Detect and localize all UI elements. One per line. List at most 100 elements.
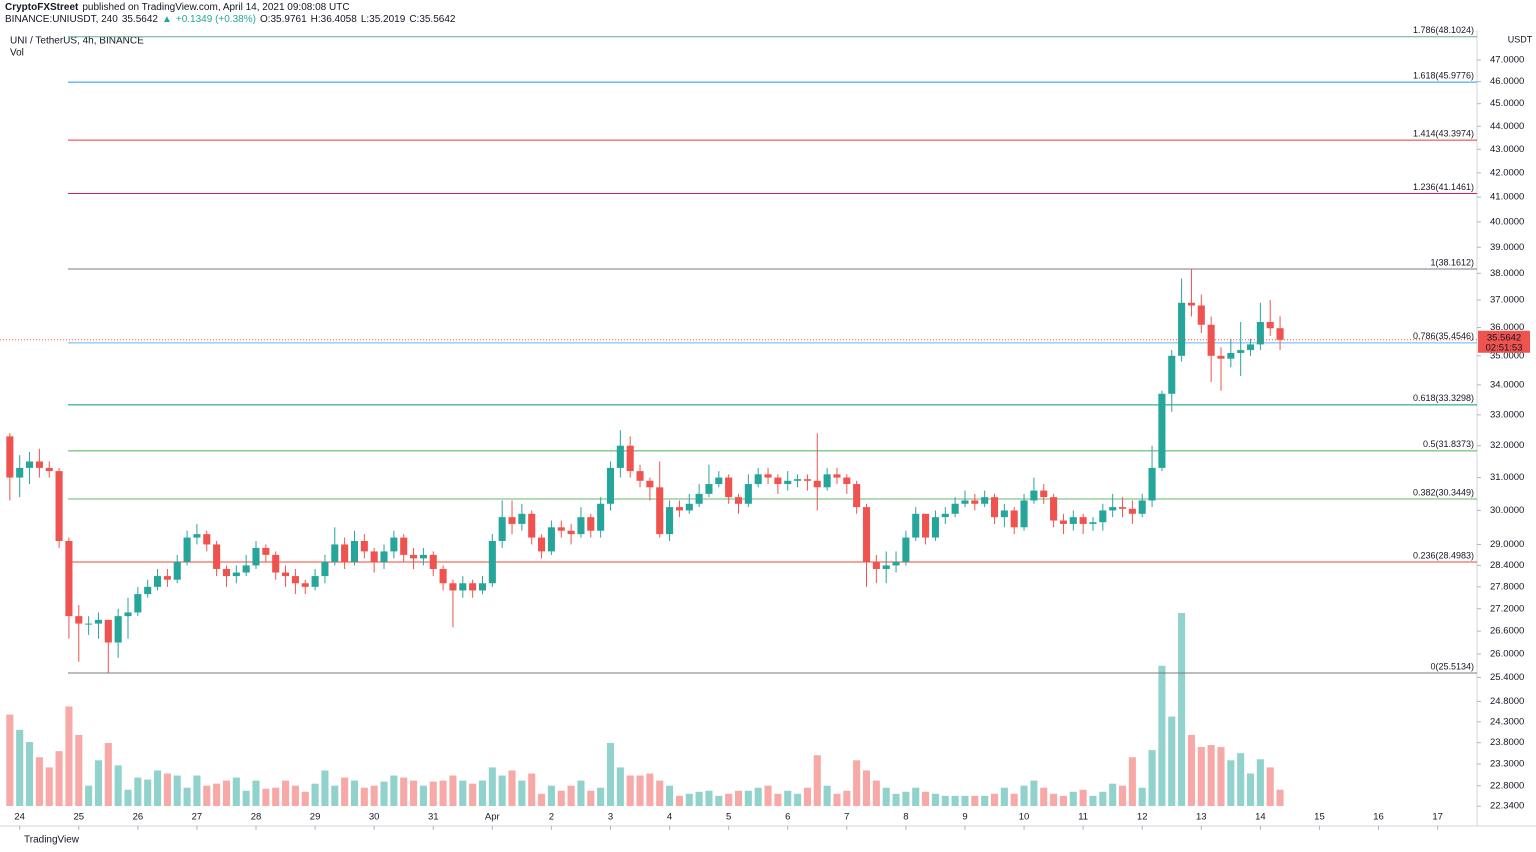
y-tick-label: 40.0000 [1490,216,1524,227]
candle-body [971,500,979,504]
volume-bar [1118,785,1127,806]
y-unit: USDT [1508,34,1533,44]
candle-body [449,583,457,591]
y-tick-label: 38.0000 [1490,268,1524,279]
volume-bar [862,770,871,806]
volume-bar [1246,773,1255,806]
volume-bar [764,785,772,806]
candle-body [990,497,999,518]
countdown: 02:51:53 [1486,342,1523,353]
y-tick-label: 36.0000 [1490,322,1524,333]
candle-body [1207,324,1215,356]
volume-bar [311,783,319,806]
change: +0.1349 (+0.38%) [175,14,256,25]
candle-body [646,480,654,488]
high: H:36.4058 [310,14,357,25]
candle-body [45,467,53,472]
x-tick-label: Apr [485,812,500,823]
volume-bar [1187,734,1195,806]
candle-body [114,616,122,643]
y-tick-label: 22.3400 [1490,801,1524,812]
volume-bar [626,775,634,806]
volume-bar [360,787,368,806]
volume-bar [1079,789,1087,806]
volume-bar [341,777,349,806]
fib-label: 0.236(28.4983) [1413,550,1474,560]
y-tick-label: 44.0000 [1490,121,1524,132]
volume-bar [606,743,615,806]
candle-body [784,480,792,485]
candle-body [547,527,555,552]
x-tick-label: 8 [903,812,908,823]
candle-body [1168,355,1176,394]
volume-bar [222,780,231,806]
volume-bar [65,706,73,806]
x-tick-label: 27 [192,812,203,823]
volume-bar [1050,793,1058,806]
candle-body [1000,510,1008,518]
volume-bar [45,767,53,806]
volume-bar [321,770,329,806]
candle-body [1237,350,1245,353]
y-tick-label: 32.0000 [1490,440,1524,451]
volume-bar [892,793,900,806]
candle-body [1079,517,1087,524]
volume-bar [419,785,427,806]
candle-body [922,513,930,538]
candle-body [124,612,132,617]
candle-body [538,537,546,552]
candle-body [843,477,851,485]
volume-bar [1069,791,1077,806]
volume-bar [784,790,792,806]
volume-bar [350,780,359,806]
candle-body [862,507,871,562]
x-tick-label: 9 [962,812,967,823]
x-tick-label: 14 [1255,812,1266,823]
open: O:35.9761 [259,14,307,25]
candle-body [321,561,329,577]
candle-body [1276,328,1284,340]
y-tick-label: 24.3000 [1490,716,1524,727]
volume-bar [616,767,624,806]
candle-body [685,503,693,511]
volume-bar [872,780,880,806]
candle-body [695,493,703,504]
volume-bar [124,789,132,806]
candle-body [252,547,260,566]
fib-label: 0.786(35.4546) [1413,331,1474,341]
y-tick-label: 46.0000 [1490,76,1524,87]
volume-bar [25,742,34,806]
candle-body [213,544,221,569]
candle-body [163,576,171,580]
volume-label: Vol [10,48,24,59]
x-tick-label: 26 [133,812,144,823]
volume-bar [557,790,565,806]
volume-bar [1276,789,1284,806]
volume-bar [656,780,664,806]
y-tick-label: 26.6000 [1490,626,1524,637]
volume-bar [587,790,595,806]
volume-bar [912,787,920,806]
candle-body [1030,490,1038,501]
volume-bar [488,767,496,806]
volume-bar [85,785,93,806]
candle-body [528,513,536,538]
volume-bar [931,793,939,806]
candle-body [350,541,359,562]
candle-body [606,467,615,504]
candle-body [557,527,565,531]
y-tick-label: 39.0000 [1490,242,1524,253]
candle-body [94,619,103,624]
volume-bar [981,795,989,806]
candle-body [134,594,142,613]
volume-bar [144,779,152,806]
candle-body [1010,510,1018,528]
volume-bar [410,780,418,806]
volume-bar [232,777,240,806]
candle-body [222,568,231,577]
volume-bar [272,787,280,806]
candle-body [803,479,811,481]
volume-bar [843,790,851,806]
